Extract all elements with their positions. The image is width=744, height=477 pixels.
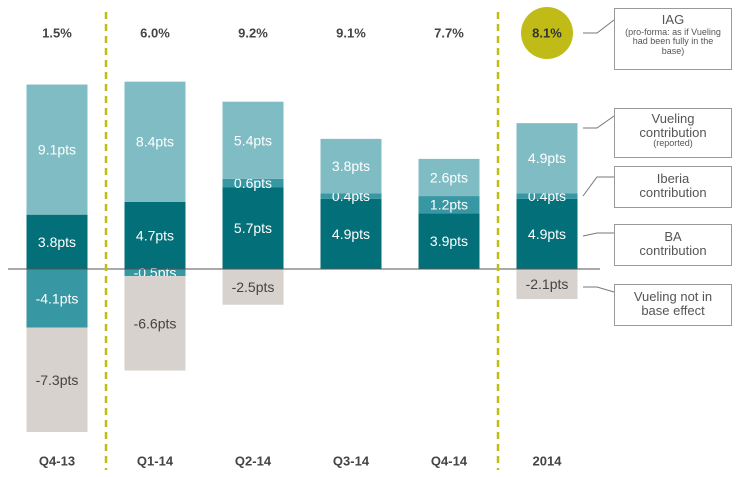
total-label-1: 6.0% — [140, 26, 170, 41]
legend-notbase: Vueling not in base effect — [614, 284, 732, 326]
data-label-vueling-1: 8.4pts — [136, 134, 174, 150]
data-label-notbase-0: -7.3pts — [36, 372, 79, 388]
legend-ba: BA contribution — [614, 224, 732, 266]
tick-label-0: Q4-13 — [39, 454, 75, 469]
leader-vueling — [583, 115, 615, 129]
bar-iberia-3 — [320, 193, 382, 199]
tick-label-1: Q1-14 — [137, 454, 174, 469]
bar-notbase-0 — [26, 327, 88, 433]
data-label-ba-1: 4.7pts — [136, 227, 174, 243]
tick-label-3: Q3-14 — [333, 454, 370, 469]
data-label-iberia-0: -4.1pts — [36, 290, 79, 306]
bar-ba-3 — [320, 198, 382, 269]
total-label-2: 9.2% — [238, 26, 268, 41]
tick-label-4: Q4-14 — [431, 454, 468, 469]
data-label-vueling-4: 2.6pts — [430, 169, 468, 185]
bar-vueling-1 — [124, 81, 186, 202]
legend-iag-title: IAG — [661, 12, 685, 27]
bar-iberia-0 — [26, 269, 88, 328]
bar-iberia-4 — [418, 196, 480, 214]
leader-iberia — [582, 176, 614, 197]
data-label-vueling-5: 4.9pts — [528, 150, 566, 166]
bar-notbase-1 — [124, 276, 186, 371]
bar-ba-0 — [26, 214, 88, 269]
data-label-notbase-5: -2.1pts — [526, 276, 569, 292]
legend-vueling-title: Vueling contribution — [639, 111, 707, 140]
data-label-iberia-4: 1.2pts — [430, 197, 468, 213]
bar-ba-1 — [124, 201, 186, 269]
tick-label-2: Q2-14 — [235, 454, 272, 469]
data-label-ba-4: 3.9pts — [430, 233, 468, 249]
bar-vueling-3 — [320, 138, 382, 194]
legend-iag: IAG (pro-forma: as if Vueling had been f… — [614, 8, 732, 70]
data-label-notbase-2: -2.5pts — [232, 279, 275, 295]
data-label-vueling-2: 5.4pts — [234, 132, 272, 148]
total-label-5: 8.1% — [532, 26, 562, 41]
bar-vueling-5 — [516, 123, 578, 194]
legend-notbase-title: Vueling not in base effect — [633, 289, 713, 318]
legend-iberia-title: Iberia contribution — [639, 171, 707, 200]
data-label-ba-3: 4.9pts — [332, 226, 370, 242]
bar-notbase-5 — [516, 269, 578, 300]
data-label-vueling-3: 3.8pts — [332, 158, 370, 174]
bar-ba-5 — [516, 198, 578, 269]
data-label-notbase-1: -6.6pts — [134, 315, 177, 331]
tick-label-5: 2014 — [533, 454, 563, 469]
data-label-ba-2: 5.7pts — [234, 220, 272, 236]
total-label-3: 9.1% — [336, 26, 366, 41]
bar-ba-2 — [222, 187, 284, 269]
data-label-ba-0: 3.8pts — [38, 234, 76, 250]
leader-notbase — [583, 286, 615, 293]
legend-iag-note: (pro-forma: as if Vueling had been fully… — [625, 26, 721, 56]
bar-notbase-2 — [222, 269, 284, 305]
total-label-0: 1.5% — [42, 26, 72, 41]
bar-vueling-2 — [222, 101, 284, 179]
bar-iberia-1 — [124, 269, 186, 277]
leader-iag — [583, 19, 615, 34]
bar-ba-4 — [418, 213, 480, 269]
bar-iberia-2 — [222, 178, 284, 188]
bar-vueling-0 — [26, 84, 88, 215]
highlight-circle — [521, 7, 573, 59]
legend-iberia: Iberia contribution — [614, 166, 732, 208]
legend-vueling-note: (reported) — [653, 138, 693, 149]
total-label-4: 7.7% — [434, 26, 464, 41]
bar-iberia-5 — [516, 193, 578, 199]
bar-vueling-4 — [418, 158, 480, 197]
legend-ba-title: BA contribution — [639, 229, 707, 258]
data-label-iberia-2: 0.6pts — [234, 175, 272, 191]
leader-ba — [582, 232, 614, 237]
data-label-ba-5: 4.9pts — [528, 226, 566, 242]
data-label-vueling-0: 9.1pts — [38, 142, 76, 158]
legend-vueling: Vueling contribution (reported) — [614, 108, 732, 158]
